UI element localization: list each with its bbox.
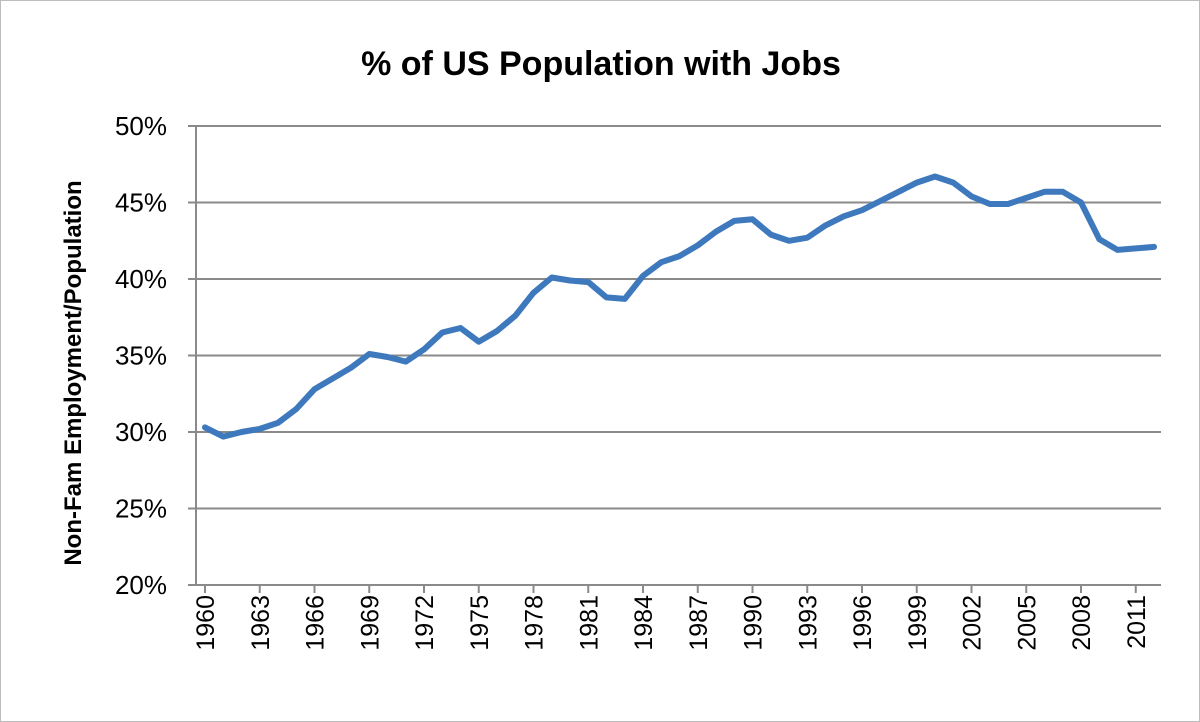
y-tick-labels: 20% 25% 30% 35% 40% 45% 50% [115,111,167,600]
x-tick-label: 1984 [630,595,658,651]
x-tick-label: 2005 [1013,595,1041,651]
x-tick-label: 1999 [904,595,932,651]
y-tick-label: 45% [115,188,167,218]
y-tick-label: 20% [115,570,167,600]
y-tick-label: 25% [115,494,167,524]
x-tick-label: 2011 [1123,595,1151,649]
x-tick-labels: 1960 1963 1966 1969 1972 1975 1978 1981 1984 1987… [192,585,1151,651]
x-tick-label: 1969 [356,595,384,651]
x-tick-label: 1981 [575,595,603,651]
x-tick-label: 1960 [192,595,220,651]
y-tick-label: 40% [115,264,167,294]
x-tick-label: 1996 [849,595,877,651]
gridlines [188,125,1161,586]
x-tick-label: 1978 [521,595,549,651]
y-tick-label: 50% [115,111,167,141]
y-tick-label: 30% [115,417,167,447]
y-axis-label: Non-Fam Employment/Population [60,180,87,565]
x-tick-label: 1963 [247,595,275,651]
x-tick-label: 2002 [959,595,987,651]
x-tick-label: 1987 [685,595,713,651]
series-group [202,173,1157,440]
y-tick-label: 35% [115,341,167,371]
chart-title: % of US Population with Jobs [361,45,841,83]
x-tick-label: 1972 [411,595,439,651]
x-tick-label: 1993 [794,595,822,651]
x-tick-label: 2008 [1068,595,1096,651]
x-tick-label: 1966 [302,595,330,651]
x-tick-label: 1975 [466,595,494,651]
series-line [202,173,1157,440]
x-tick-label: 1990 [740,595,768,651]
